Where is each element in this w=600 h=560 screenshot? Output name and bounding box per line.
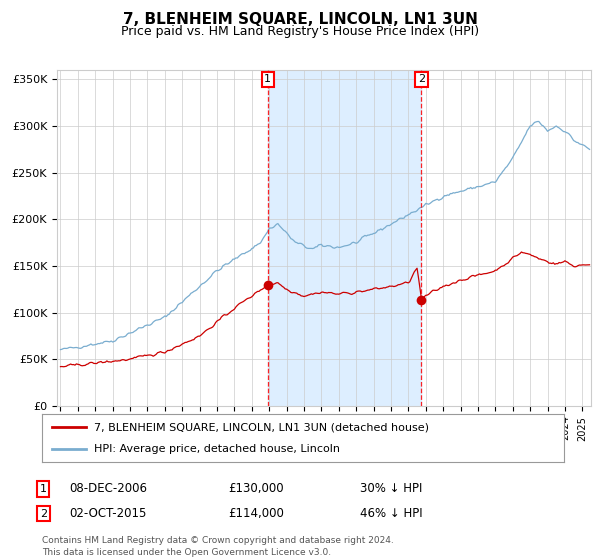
Text: 1: 1 [40, 484, 47, 494]
Text: 1: 1 [265, 74, 271, 85]
Text: HPI: Average price, detached house, Lincoln: HPI: Average price, detached house, Linc… [94, 444, 340, 454]
Text: 02-OCT-2015: 02-OCT-2015 [69, 507, 146, 520]
Text: 2: 2 [40, 508, 47, 519]
Text: 46% ↓ HPI: 46% ↓ HPI [360, 507, 422, 520]
Text: 30% ↓ HPI: 30% ↓ HPI [360, 482, 422, 496]
Text: Contains HM Land Registry data © Crown copyright and database right 2024.
This d: Contains HM Land Registry data © Crown c… [42, 536, 394, 557]
Text: £114,000: £114,000 [228, 507, 284, 520]
Text: 7, BLENHEIM SQUARE, LINCOLN, LN1 3UN: 7, BLENHEIM SQUARE, LINCOLN, LN1 3UN [122, 12, 478, 27]
Bar [268, 70, 421, 406]
Text: £130,000: £130,000 [228, 482, 284, 496]
Text: Price paid vs. HM Land Registry's House Price Index (HPI): Price paid vs. HM Land Registry's House … [121, 25, 479, 38]
Text: 7, BLENHEIM SQUARE, LINCOLN, LN1 3UN (detached house): 7, BLENHEIM SQUARE, LINCOLN, LN1 3UN (de… [94, 422, 429, 432]
Text: 08-DEC-2006: 08-DEC-2006 [69, 482, 147, 496]
Text: 2: 2 [418, 74, 425, 85]
